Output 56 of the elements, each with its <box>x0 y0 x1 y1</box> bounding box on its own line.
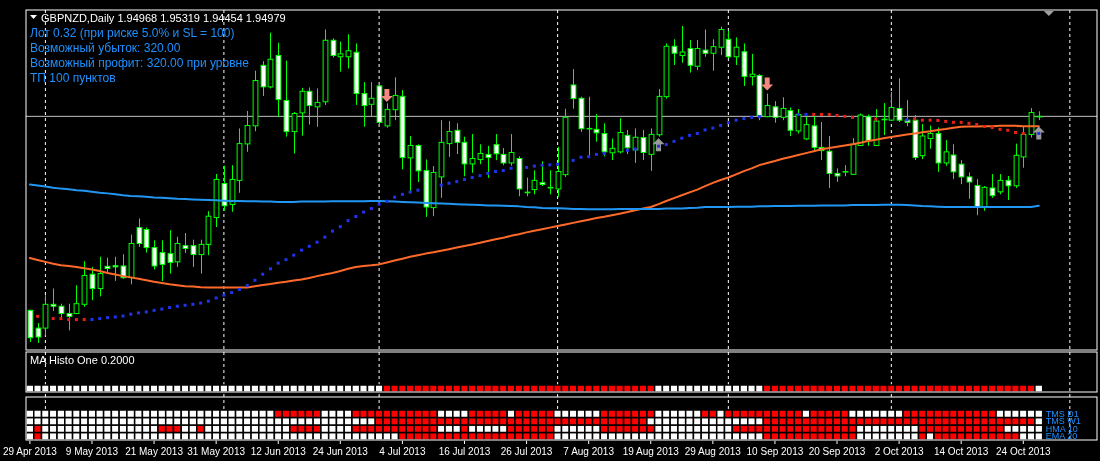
x-tick-label: 29 Aug 2013 <box>684 446 742 457</box>
x-tick-label: 24 Oct 2013 <box>996 446 1051 457</box>
candlestick <box>493 133 500 161</box>
point <box>913 117 917 121</box>
point <box>827 112 831 116</box>
annotation: Возможный профит: 320.00 при уровне ТП 100 пунктов <box>30 56 250 85</box>
point <box>380 89 393 103</box>
point <box>1014 131 1018 135</box>
x-tick-label: 20 Sep 2013 <box>808 446 866 457</box>
x-tick-label: 31 May 2013 <box>187 446 246 457</box>
series-label: TMS D1 <box>1045 408 1079 419</box>
point <box>874 117 878 121</box>
x-tick-label: 7 Aug 2013 <box>563 446 615 457</box>
x-tick-label: 10 Sep 2013 <box>746 446 804 457</box>
point <box>982 124 986 128</box>
point <box>951 120 955 124</box>
point <box>920 118 924 122</box>
x-tick-label: 12 Jun 2013 <box>250 446 307 457</box>
point <box>812 112 816 116</box>
point <box>819 112 823 116</box>
point <box>944 119 948 123</box>
point <box>36 314 40 318</box>
x-tick-label: 21 May 2013 <box>125 446 184 457</box>
point <box>59 317 63 321</box>
point <box>990 125 994 129</box>
point <box>67 318 71 322</box>
point <box>975 123 979 127</box>
annotation: Возможный убыток: 320.00 <box>30 41 181 55</box>
x-tick-label: 29 Apr 2013 <box>2 446 58 457</box>
point <box>843 114 847 118</box>
x-tick-label: 16 Jul 2013 <box>438 446 491 457</box>
series-label: EMA 20 <box>1045 431 1078 442</box>
annotation: Лот 0.32 (при риске 5.0% и SL = 100) <box>30 26 235 40</box>
x-tick-label: 9 May 2013 <box>65 446 119 457</box>
x-tick-label: 24 Jun 2013 <box>312 446 369 457</box>
point <box>959 120 963 124</box>
point <box>928 118 932 122</box>
chart-title: MA Histo One 0.2000 <box>30 354 135 366</box>
point <box>835 113 839 117</box>
point <box>1021 131 1025 135</box>
point <box>1006 128 1010 132</box>
point <box>74 318 78 322</box>
point <box>761 77 774 91</box>
x-tick-label: 19 Aug 2013 <box>622 446 680 457</box>
point <box>51 317 55 321</box>
x-tick-label: 4 Jul 2013 <box>379 446 426 457</box>
chart-title: GBPNZD,Daily 1.94968 1.95319 1.94454 1.94979 <box>41 12 286 24</box>
candlestick <box>524 177 531 197</box>
x-tick-label: 2 Oct 2013 <box>874 446 924 457</box>
point <box>851 115 855 119</box>
point <box>967 121 971 125</box>
x-tick-label: 14 Oct 2013 <box>933 446 989 457</box>
point <box>936 118 940 122</box>
point <box>82 318 86 322</box>
x-tick-label: 26 Jul 2013 <box>500 446 553 457</box>
point <box>998 127 1002 131</box>
